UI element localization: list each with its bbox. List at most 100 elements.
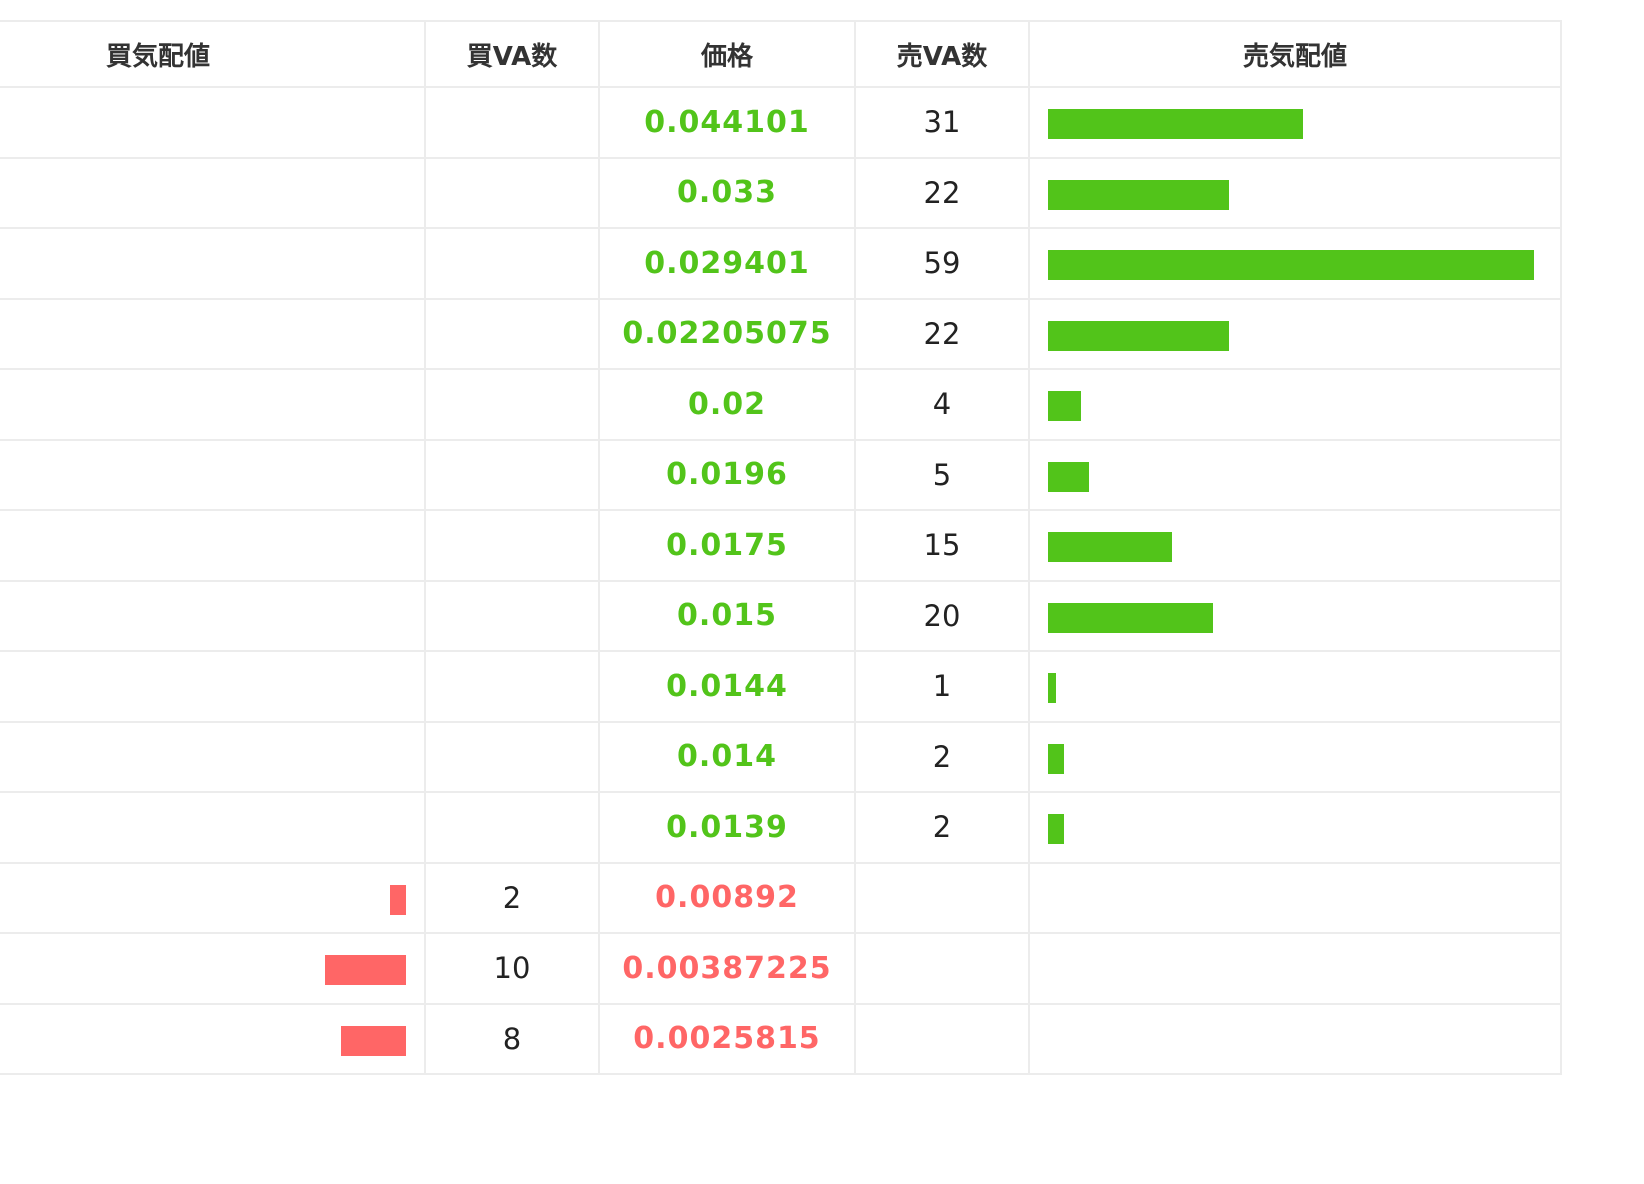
price-cell[interactable]: 0.044101 [598, 86, 856, 159]
table-row: 0.014 2 [0, 720, 1562, 793]
price-cell[interactable]: 0.0139 [598, 791, 856, 864]
table-row: 8 0.0025815 [0, 1002, 1562, 1075]
sell-depth-cell [1028, 861, 1562, 934]
sell-qty-cell: 2 [854, 791, 1030, 864]
price-cell[interactable]: 0.02 [598, 368, 856, 441]
buy-qty-cell [424, 509, 600, 582]
sell-depth-bar [1048, 109, 1303, 140]
table-row: 0.02 4 [0, 368, 1562, 441]
buy-qty-cell [424, 438, 600, 511]
buy-depth-cell [0, 509, 426, 582]
price-cell[interactable]: 0.02205075 [598, 297, 856, 370]
price-cell[interactable]: 0.015 [598, 579, 856, 652]
table-row: 0.015 20 [0, 579, 1562, 652]
order-book-table: 買気配値 買VA数 価格 売VA数 売気配値 0.044101 31 0.033 22… [0, 20, 1562, 1075]
header-buy-depth: 買気配値 [0, 20, 426, 88]
buy-qty-cell [424, 297, 600, 370]
table-row: 0.0175 15 [0, 509, 1562, 582]
sell-depth-bar [1048, 532, 1172, 563]
price-cell[interactable]: 0.00387225 [598, 932, 856, 1005]
sell-depth-cell [1028, 438, 1562, 511]
sell-depth-cell [1028, 1002, 1562, 1075]
price-cell[interactable]: 0.0175 [598, 509, 856, 582]
sell-depth-cell [1028, 297, 1562, 370]
sell-depth-bar [1048, 391, 1081, 422]
buy-qty-cell [424, 650, 600, 723]
header-row: 買気配値 買VA数 価格 売VA数 売気配値 [0, 20, 1562, 88]
table-row: 0.029401 59 [0, 227, 1562, 300]
buy-depth-cell [0, 368, 426, 441]
buy-depth-bar [325, 955, 406, 986]
sell-depth-cell [1028, 791, 1562, 864]
sell-qty-cell: 31 [854, 86, 1030, 159]
table-row: 2 0.00892 [0, 861, 1562, 934]
buy-depth-cell [0, 650, 426, 723]
sell-depth-bar [1048, 602, 1213, 633]
price-cell[interactable]: 0.00892 [598, 861, 856, 934]
buy-qty-cell: 2 [424, 861, 600, 934]
sell-qty-cell: 2 [854, 720, 1030, 793]
sell-depth-bar [1048, 814, 1064, 845]
buy-depth-cell [0, 791, 426, 864]
sell-qty-cell: 22 [854, 156, 1030, 229]
price-cell[interactable]: 0.0025815 [598, 1002, 856, 1075]
sell-depth-cell [1028, 509, 1562, 582]
buy-depth-cell [0, 156, 426, 229]
header-buy-qty: 買VA数 [424, 20, 600, 88]
sell-depth-cell [1028, 650, 1562, 723]
sell-qty-cell: 22 [854, 297, 1030, 370]
sell-qty-cell: 4 [854, 368, 1030, 441]
sell-qty-cell [854, 861, 1030, 934]
buy-depth-cell [0, 297, 426, 370]
sell-qty-cell [854, 1002, 1030, 1075]
buy-depth-cell [0, 861, 426, 934]
sell-qty-cell: 59 [854, 227, 1030, 300]
buy-qty-cell [424, 86, 600, 159]
table-row: 0.0196 5 [0, 438, 1562, 511]
sell-depth-bar [1048, 673, 1056, 704]
buy-qty-cell [424, 791, 600, 864]
header-sell-depth: 売気配値 [1028, 20, 1562, 88]
sell-depth-bar [1048, 743, 1064, 774]
price-cell[interactable]: 0.0196 [598, 438, 856, 511]
buy-qty-cell [424, 156, 600, 229]
header-sell-qty: 売VA数 [854, 20, 1030, 88]
buy-depth-cell [0, 720, 426, 793]
sell-qty-cell [854, 932, 1030, 1005]
buy-depth-cell [0, 1002, 426, 1075]
buy-depth-cell [0, 932, 426, 1005]
table-row: 0.0144 1 [0, 650, 1562, 723]
buy-depth-bar [341, 1025, 406, 1056]
buy-qty-cell: 8 [424, 1002, 600, 1075]
buy-depth-cell [0, 227, 426, 300]
sell-qty-cell: 5 [854, 438, 1030, 511]
sell-depth-cell [1028, 227, 1562, 300]
sell-depth-cell [1028, 579, 1562, 652]
sell-depth-bar [1048, 320, 1229, 351]
table-row: 0.044101 31 [0, 86, 1562, 159]
sell-qty-cell: 15 [854, 509, 1030, 582]
header-price: 価格 [598, 20, 856, 88]
sell-depth-bar [1048, 179, 1229, 210]
price-cell[interactable]: 0.033 [598, 156, 856, 229]
sell-qty-cell: 20 [854, 579, 1030, 652]
buy-qty-cell [424, 368, 600, 441]
sell-depth-cell [1028, 368, 1562, 441]
sell-qty-cell: 1 [854, 650, 1030, 723]
table-row: 0.0139 2 [0, 791, 1562, 864]
buy-depth-cell [0, 579, 426, 652]
buy-qty-cell [424, 227, 600, 300]
sell-depth-bar [1048, 461, 1089, 492]
buy-depth-cell [0, 86, 426, 159]
buy-qty-cell [424, 579, 600, 652]
table-row: 0.02205075 22 [0, 297, 1562, 370]
buy-depth-cell [0, 438, 426, 511]
sell-depth-bar [1048, 250, 1534, 281]
sell-depth-cell [1028, 720, 1562, 793]
buy-depth-bar [390, 884, 406, 915]
sell-depth-cell [1028, 932, 1562, 1005]
sell-depth-cell [1028, 156, 1562, 229]
price-cell[interactable]: 0.029401 [598, 227, 856, 300]
price-cell[interactable]: 0.0144 [598, 650, 856, 723]
price-cell[interactable]: 0.014 [598, 720, 856, 793]
